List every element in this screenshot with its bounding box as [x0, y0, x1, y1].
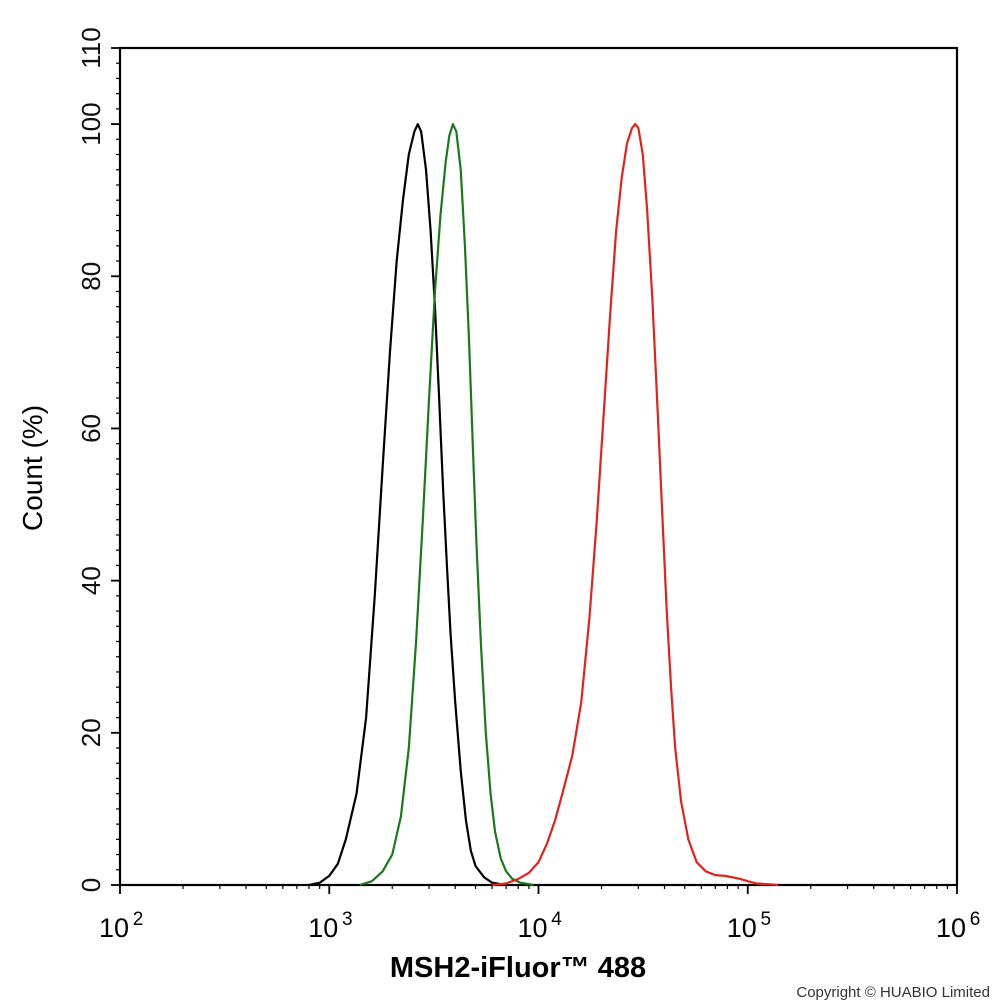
y-tick-label: 80	[76, 262, 106, 291]
series-line-2	[359, 122, 535, 887]
series-layer	[308, 122, 779, 887]
series-line-1	[308, 122, 507, 887]
y-tick-label: 0	[76, 878, 106, 892]
y-axis: 0 20 40 60 80 100 110	[76, 27, 120, 892]
y-tick-label: 100	[76, 102, 106, 145]
x-tick-label: 10 5	[727, 909, 771, 943]
copyright-text: Copyright © HUABIO Limited	[796, 984, 990, 1001]
y-tick-label: 40	[76, 566, 106, 595]
x-axis-title: MSH2-iFluor™ 488	[390, 952, 646, 984]
series-line-3	[491, 122, 779, 887]
y-axis-title: Count (%)	[17, 405, 48, 531]
x-tick-label: 10 2	[99, 909, 143, 943]
y-tick-label: 110	[76, 27, 106, 68]
plot-frame	[118, 46, 959, 887]
x-axis: 10 2 10 3 10 4 10 5 10 6	[99, 885, 980, 943]
x-tick-label: 10 4	[517, 909, 562, 943]
x-tick-label: 10 3	[308, 909, 352, 943]
x-tick-label: 10 6	[936, 909, 980, 943]
y-tick-label: 60	[76, 414, 106, 443]
y-tick-label: 20	[76, 718, 106, 747]
